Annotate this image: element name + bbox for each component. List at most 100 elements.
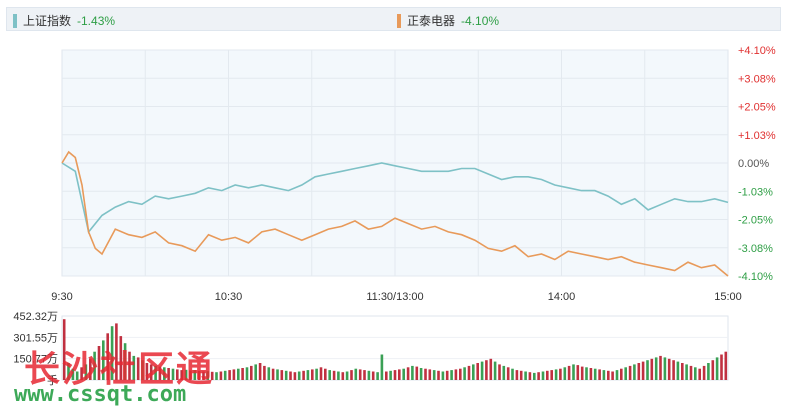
legend-change: -1.43% — [77, 13, 116, 28]
volume-bar — [689, 365, 693, 380]
volume-bar — [672, 360, 675, 380]
volume-bar — [406, 367, 410, 380]
volume-bar — [620, 368, 623, 380]
x-tick-label: 11:30/13:00 — [366, 291, 423, 303]
volume-bar — [110, 326, 114, 380]
volume-bar — [123, 343, 127, 380]
volume-bar — [398, 369, 401, 380]
volume-bar — [193, 370, 197, 380]
volume-bar — [350, 370, 353, 380]
volume-bar — [450, 370, 453, 380]
legend-swatch — [13, 13, 17, 28]
volume-bar — [707, 363, 710, 380]
volume-tick-label: 150.77万 — [13, 354, 58, 366]
volume-bar — [515, 370, 519, 380]
volume-bar — [428, 369, 432, 380]
legend-label: 正泰电器 — [407, 14, 456, 28]
legend-item-stock[interactable]: 正泰电器 -4.10% — [397, 12, 499, 29]
volume-bar — [593, 368, 597, 380]
volume-bar — [528, 372, 532, 380]
volume-bar — [493, 361, 497, 380]
volume-bar — [245, 367, 249, 380]
volume-bar — [254, 364, 257, 380]
legend-bar: 上证指数 -1.43% 正泰电器 -4.10% — [6, 7, 781, 31]
volume-bar — [367, 370, 371, 380]
volume-bar — [263, 365, 266, 380]
volume-bar — [97, 346, 101, 380]
volume-bar — [393, 370, 397, 380]
volume-bar — [276, 369, 279, 380]
volume-bar — [306, 370, 310, 380]
volume-bar — [232, 369, 236, 380]
volume-bar — [559, 368, 562, 380]
volume-bar — [485, 360, 488, 380]
volume-bar — [585, 367, 588, 380]
volume-bar — [219, 371, 223, 380]
y-tick-label: +2.05% — [738, 102, 776, 114]
volume-bar — [389, 370, 392, 380]
y-tick-label: +3.08% — [738, 73, 776, 85]
volume-bar — [154, 365, 157, 380]
legend-label: 上证指数 — [23, 14, 72, 28]
volume-bar — [411, 365, 414, 380]
volume-bar — [289, 371, 292, 380]
y-tick-label: -4.10% — [738, 271, 773, 283]
volume-bar — [720, 354, 723, 380]
volume-bar — [302, 370, 305, 380]
watermark-logo: 长沙社区通 — [24, 349, 215, 390]
volume-bar — [180, 370, 183, 380]
volume-bar — [163, 367, 166, 380]
x-tick-label: 9:30 — [51, 291, 72, 303]
volume-bar — [637, 363, 641, 380]
volume-bar — [80, 367, 83, 380]
x-tick-label: 15:00 — [714, 291, 742, 303]
volume-bar — [694, 367, 697, 380]
volume-bar — [223, 370, 227, 380]
volume-bar — [511, 368, 514, 380]
volume-bar — [445, 370, 449, 380]
volume-bar — [711, 360, 715, 380]
volume-bar — [463, 367, 466, 380]
volume-bar — [376, 372, 379, 380]
volume-bar — [402, 368, 405, 380]
volume-bar — [715, 357, 719, 380]
volume-bar — [476, 363, 479, 380]
volume-bar — [345, 371, 349, 380]
legend-swatch — [397, 13, 401, 28]
volume-bar — [319, 367, 323, 380]
volume-bar — [258, 363, 262, 380]
legend-item-shanghai[interactable]: 上证指数 -1.43% — [13, 12, 115, 29]
volume-bar — [624, 367, 627, 380]
series-line — [61, 150, 729, 277]
volume-bar — [650, 358, 654, 380]
volume-bar — [189, 370, 192, 380]
volume-bar — [580, 366, 584, 380]
volume-bar — [297, 371, 301, 380]
volume-bar — [250, 365, 253, 380]
volume-bar — [537, 372, 540, 380]
volume-bar — [158, 366, 162, 380]
volume-bar — [432, 370, 436, 380]
volume-bar — [724, 351, 728, 380]
volume-bar — [459, 368, 462, 380]
volume-bar — [498, 364, 501, 380]
volume-bar — [681, 363, 684, 380]
volume-bar — [502, 365, 506, 380]
volume-bar — [533, 372, 536, 380]
volume-bar — [280, 370, 284, 380]
volume-bar — [572, 364, 575, 380]
volume-bar — [589, 368, 593, 380]
volume-bar — [550, 370, 553, 380]
volume-bar — [611, 371, 614, 380]
volume-bar — [176, 369, 179, 380]
volume-bar — [184, 369, 188, 380]
volume-bar — [237, 368, 240, 380]
volume-bar — [607, 370, 610, 380]
volume-bar — [136, 357, 140, 380]
volume-bar — [480, 361, 484, 380]
volume-bar — [415, 366, 419, 380]
volume-bar — [202, 371, 205, 380]
volume-bar — [628, 365, 632, 380]
y-tick-label: -1.03% — [738, 186, 773, 198]
